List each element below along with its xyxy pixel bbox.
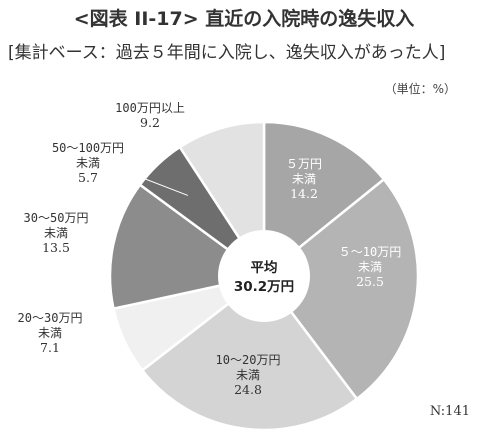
slice-label-2-line-1: ５～10万円 bbox=[339, 245, 401, 259]
slice-value-3: 24.8 bbox=[234, 382, 262, 397]
slice-label-2-line-2: 未満 bbox=[358, 260, 382, 274]
slice-label-3-line-1: 10～20万円 bbox=[216, 353, 281, 367]
slice-label-5-line-2: 未満 bbox=[44, 226, 68, 240]
slice-value-2: 25.5 bbox=[356, 274, 384, 289]
pie-slice-3 bbox=[140, 274, 359, 432]
center-label-line-2: 30.2万円 bbox=[234, 279, 294, 295]
slice-label-1-line-2: 未満 bbox=[292, 172, 316, 186]
slice-label-6-line-1: 50～100万円 bbox=[52, 141, 124, 155]
slice-label-4-line-1: 20～30万円 bbox=[18, 311, 83, 325]
slice-label-5-line-1: 30～50万円 bbox=[24, 211, 89, 225]
slice-value-7: 9.2 bbox=[140, 115, 160, 130]
slice-value-4: 7.1 bbox=[40, 340, 60, 355]
slice-label-3-line-2: 未満 bbox=[236, 368, 260, 382]
center-label-line-1: 平均 bbox=[251, 259, 278, 276]
slice-label-7-line-1: 100万円以上 bbox=[115, 101, 185, 115]
slice-value-6: 5.7 bbox=[78, 170, 98, 185]
slice-value-1: 14.2 bbox=[290, 186, 318, 201]
chart-title: <図表 II-17> 直近の入院時の逸失収入 bbox=[73, 8, 415, 30]
slice-label-4-line-2: 未満 bbox=[38, 326, 62, 340]
leader-lines bbox=[121, 169, 189, 196]
sample-size-label: N:141 bbox=[429, 404, 470, 419]
donut-hole bbox=[218, 230, 310, 322]
unit-label: （単位：%） bbox=[384, 82, 456, 96]
leader-line-50-100 bbox=[121, 169, 189, 196]
slice-value-5: 13.5 bbox=[42, 240, 70, 255]
pie-slice-1 bbox=[262, 120, 386, 279]
slice-labels: ５万円未満14.2５～10万円未満25.510～20万円未満24.820～30万… bbox=[18, 101, 402, 397]
chart-subtitle: [集計ベース：過去５年間に入院し、逸失収入があった人] bbox=[8, 43, 446, 63]
slice-label-6-line-2: 未満 bbox=[76, 156, 100, 170]
slice-label-1-line-1: ５万円 bbox=[286, 157, 322, 171]
center-label: 平均 30.2万円 bbox=[234, 259, 294, 295]
pie-slice-2 bbox=[262, 177, 420, 401]
